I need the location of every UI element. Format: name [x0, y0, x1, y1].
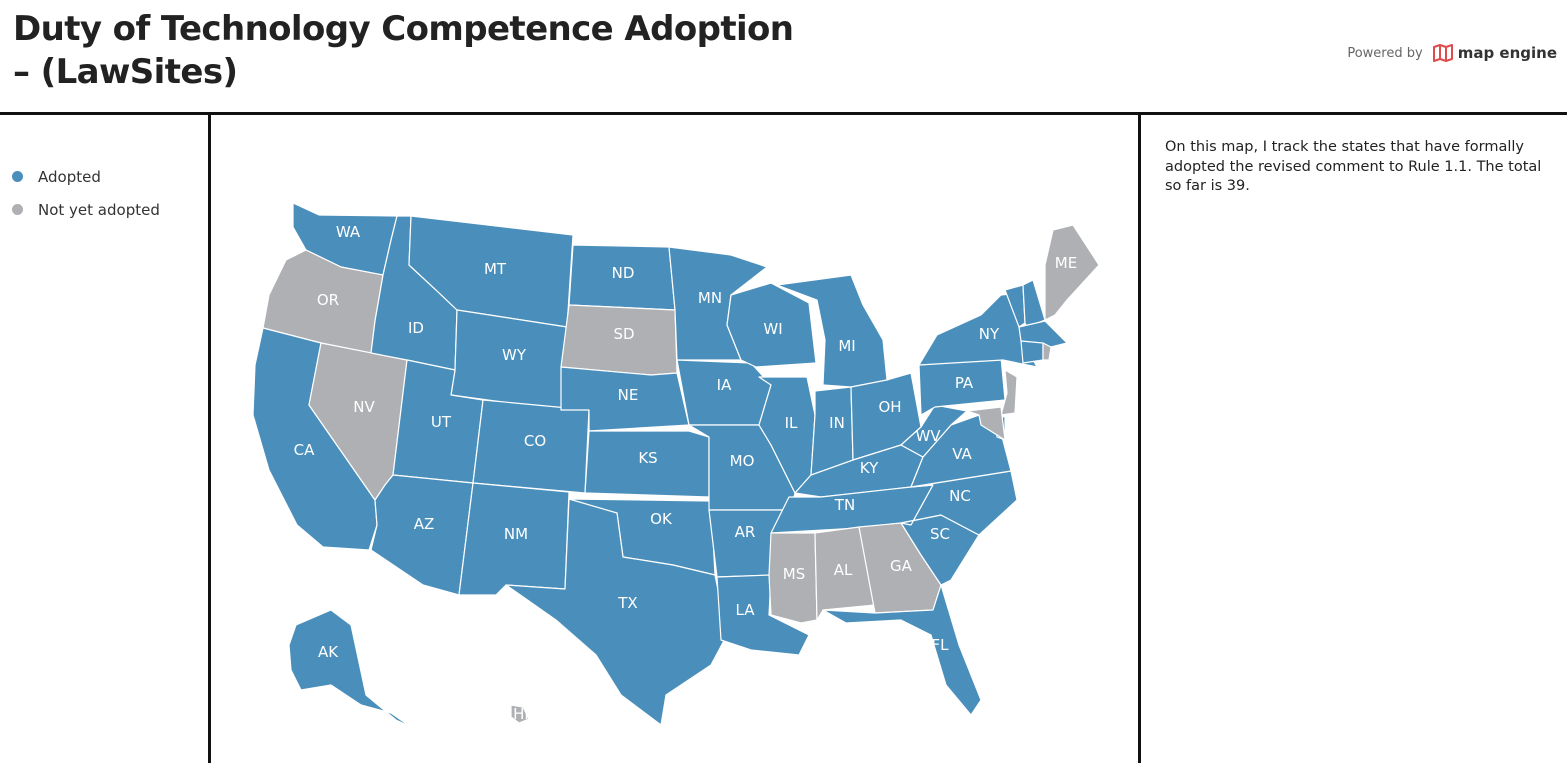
- state-label-ND: ND: [612, 264, 635, 282]
- state-label-TX: TX: [617, 594, 637, 612]
- state-label-TN: TN: [834, 496, 855, 514]
- state-FL[interactable]: [822, 584, 982, 716]
- state-label-OK: OK: [650, 510, 673, 528]
- legend-swatch-adopted: [12, 171, 23, 182]
- state-label-CO: CO: [524, 432, 546, 450]
- state-label-WY: WY: [502, 346, 527, 364]
- state-label-FL: FL: [932, 636, 950, 654]
- state-RI[interactable]: [1042, 342, 1052, 361]
- state-label-WI: WI: [763, 320, 782, 338]
- state-label-AZ: AZ: [414, 515, 435, 533]
- state-label-PA: PA: [955, 374, 974, 392]
- legend-label-adopted: Adopted: [38, 167, 101, 186]
- page-title: Duty of Technology Competence Adoption –…: [13, 9, 794, 92]
- state-label-WA: WA: [336, 223, 361, 241]
- map-description: On this map, I track the states that hav…: [1165, 139, 1542, 194]
- legend-item-not-adopted[interactable]: Not yet adopted: [12, 193, 160, 226]
- state-labels-layer: WA OR CA NV ID MT WY UT AZ CO NM ND SD N…: [294, 223, 1078, 723]
- header: Duty of Technology Competence Adoption –…: [0, 0, 1567, 115]
- state-MD[interactable]: [966, 406, 1006, 441]
- state-MA[interactable]: [1018, 320, 1068, 348]
- state-label-MI: MI: [838, 337, 855, 355]
- state-NJ[interactable]: [1000, 369, 1018, 416]
- powered-by-label: Powered by: [1347, 45, 1423, 61]
- state-label-NV: NV: [353, 398, 375, 416]
- state-ME[interactable]: [1044, 224, 1100, 321]
- map-engine-logo-icon: [1432, 44, 1453, 62]
- state-TX[interactable]: [505, 498, 728, 726]
- right-divider: [1138, 115, 1141, 763]
- state-label-AK: AK: [318, 643, 339, 661]
- state-AZ[interactable]: [370, 474, 474, 596]
- state-label-MO: MO: [730, 452, 755, 470]
- state-label-GA: GA: [890, 557, 913, 575]
- state-label-KS: KS: [638, 449, 657, 467]
- legend-swatch-not-adopted: [12, 204, 23, 215]
- state-label-UT: UT: [431, 413, 452, 431]
- state-HI[interactable]: [510, 704, 530, 724]
- legend: Adopted Not yet adopted: [12, 160, 160, 226]
- state-label-ID: ID: [408, 319, 424, 337]
- state-label-CA: CA: [294, 441, 315, 459]
- powered-by-brand: map engine: [1457, 44, 1557, 62]
- legend-label-not-adopted: Not yet adopted: [38, 200, 160, 219]
- state-label-MS: MS: [783, 565, 805, 583]
- state-label-SC: SC: [930, 525, 950, 543]
- state-label-ME: ME: [1055, 254, 1077, 272]
- state-label-NE: NE: [618, 386, 639, 404]
- powered-by-badge[interactable]: Powered by map engine: [1347, 44, 1557, 62]
- state-label-WV: WV: [915, 427, 941, 445]
- state-label-AR: AR: [735, 523, 756, 541]
- us-map: WA OR CA NV ID MT WY UT AZ CO NM ND SD N…: [211, 115, 1138, 763]
- state-label-OR: OR: [317, 291, 339, 309]
- state-WI[interactable]: [726, 282, 817, 368]
- state-label-HI: HI: [513, 705, 529, 723]
- state-label-IN: IN: [829, 414, 845, 432]
- state-label-VA: VA: [952, 445, 972, 463]
- state-NC[interactable]: [900, 470, 1018, 536]
- states-layer: [252, 202, 1100, 728]
- state-label-IA: IA: [717, 376, 732, 394]
- state-label-MT: MT: [484, 260, 507, 278]
- state-label-AL: AL: [834, 561, 853, 579]
- state-label-KY: KY: [860, 459, 879, 477]
- left-divider: [208, 115, 211, 763]
- state-AL[interactable]: [814, 526, 876, 621]
- state-AK[interactable]: [288, 609, 412, 728]
- state-CT[interactable]: [1020, 340, 1044, 364]
- state-label-NC: NC: [949, 487, 971, 505]
- state-label-NY: NY: [979, 325, 1000, 343]
- state-label-MN: MN: [698, 289, 722, 307]
- legend-item-adopted[interactable]: Adopted: [12, 160, 160, 193]
- state-NH[interactable]: [1022, 279, 1046, 328]
- state-label-SD: SD: [613, 325, 634, 343]
- state-label-LA: LA: [736, 601, 756, 619]
- state-label-OH: OH: [878, 398, 901, 416]
- state-label-IL: IL: [785, 414, 798, 432]
- state-label-NM: NM: [504, 525, 528, 543]
- state-NE[interactable]: [560, 366, 690, 432]
